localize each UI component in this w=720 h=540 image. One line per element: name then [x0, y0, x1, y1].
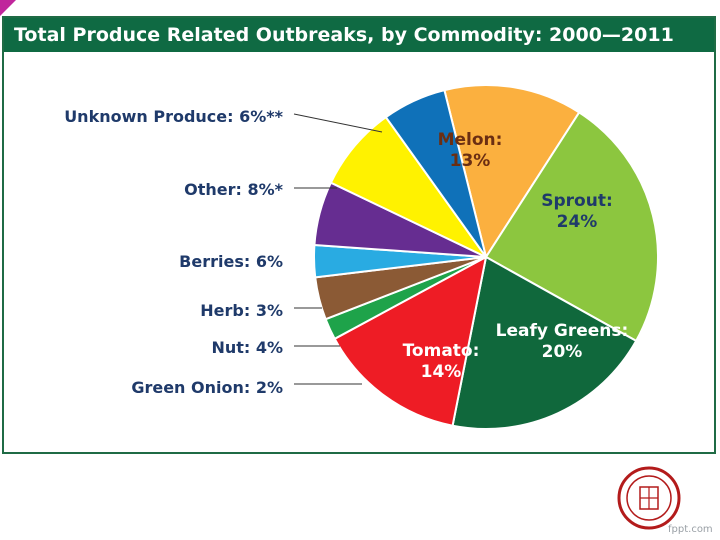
slice-label-unknown-produce: Unknown Produce: 6%** — [64, 107, 283, 126]
watermark-text: fppt.com — [668, 524, 713, 535]
slice-label-green-onion: Green Onion: 2% — [131, 378, 283, 397]
leader-line-unknown-produce — [294, 114, 382, 132]
university-seal-icon — [612, 465, 686, 531]
slice-label-nut: Nut: 4% — [211, 338, 283, 357]
slice-label-berries: Berries: 6% — [179, 252, 283, 271]
slice-label-other: Other: 8%* — [184, 180, 284, 199]
slice-label-herb: Herb: 3% — [200, 301, 283, 320]
